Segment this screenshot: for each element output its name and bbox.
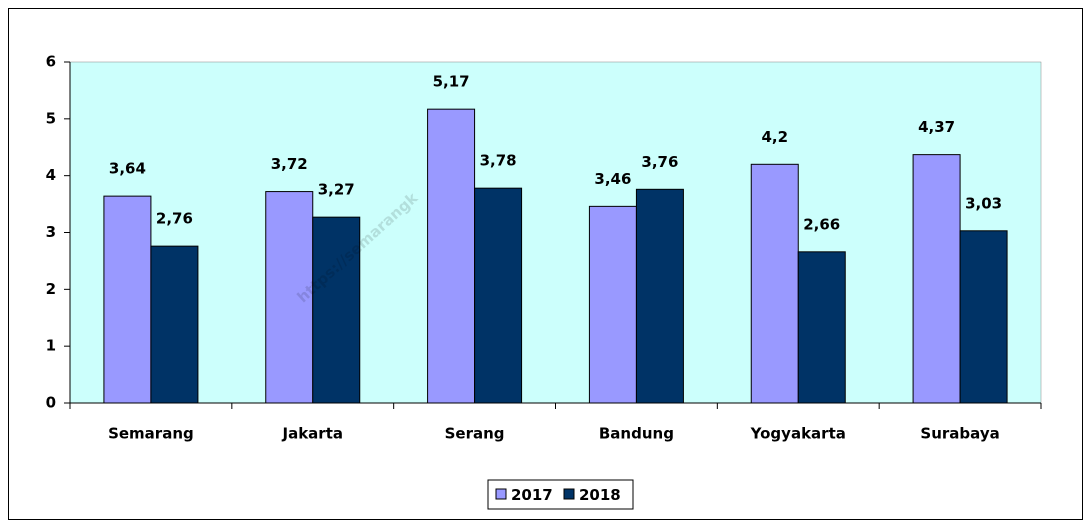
legend-label: 2017 (511, 486, 553, 504)
value-label: 4,2 (761, 128, 788, 146)
x-tick-label: Serang (445, 425, 505, 443)
legend-swatch (563, 488, 575, 500)
bar (797, 251, 846, 404)
value-label: 2,76 (156, 210, 193, 228)
x-tick-label: Bandung (599, 425, 674, 443)
y-tick-label: 6 (46, 53, 56, 71)
bar (427, 108, 476, 404)
value-label: 2,66 (803, 215, 840, 233)
y-tick-label: 1 (46, 337, 56, 355)
legend-box (487, 479, 634, 510)
bar (635, 188, 684, 404)
y-tick-label: 5 (46, 109, 56, 127)
value-label: 5,17 (433, 73, 470, 91)
bar (312, 216, 361, 404)
value-label: 3,46 (594, 170, 631, 188)
legend: 2017 2018 (487, 479, 634, 510)
value-label: 3,72 (271, 155, 308, 173)
y-tick-label: 3 (46, 223, 56, 241)
bar (959, 230, 1008, 404)
x-tick-label: Jakarta (282, 425, 344, 443)
bar (912, 154, 961, 404)
legend-label: 2018 (579, 486, 621, 504)
bar (103, 195, 152, 404)
x-tick-label: Surabaya (920, 425, 999, 443)
x-tick-label: Semarang (108, 425, 194, 443)
y-tick-label: 4 (46, 166, 56, 184)
legend-swatch (495, 488, 507, 500)
value-label: 3,78 (480, 152, 517, 170)
value-label: 3,27 (318, 181, 355, 199)
value-label: 3,76 (641, 153, 678, 171)
bar (150, 245, 199, 404)
bar (588, 205, 637, 404)
value-label: 4,37 (918, 118, 955, 136)
bar (750, 163, 799, 404)
bar (474, 187, 523, 404)
x-tick-label: Yogyakarta (750, 425, 846, 443)
y-tick-label: 0 (46, 394, 56, 412)
plot-area (69, 61, 1042, 404)
value-label: 3,64 (109, 160, 146, 178)
value-label: 3,03 (965, 194, 1002, 212)
y-tick-label: 2 (46, 280, 56, 298)
